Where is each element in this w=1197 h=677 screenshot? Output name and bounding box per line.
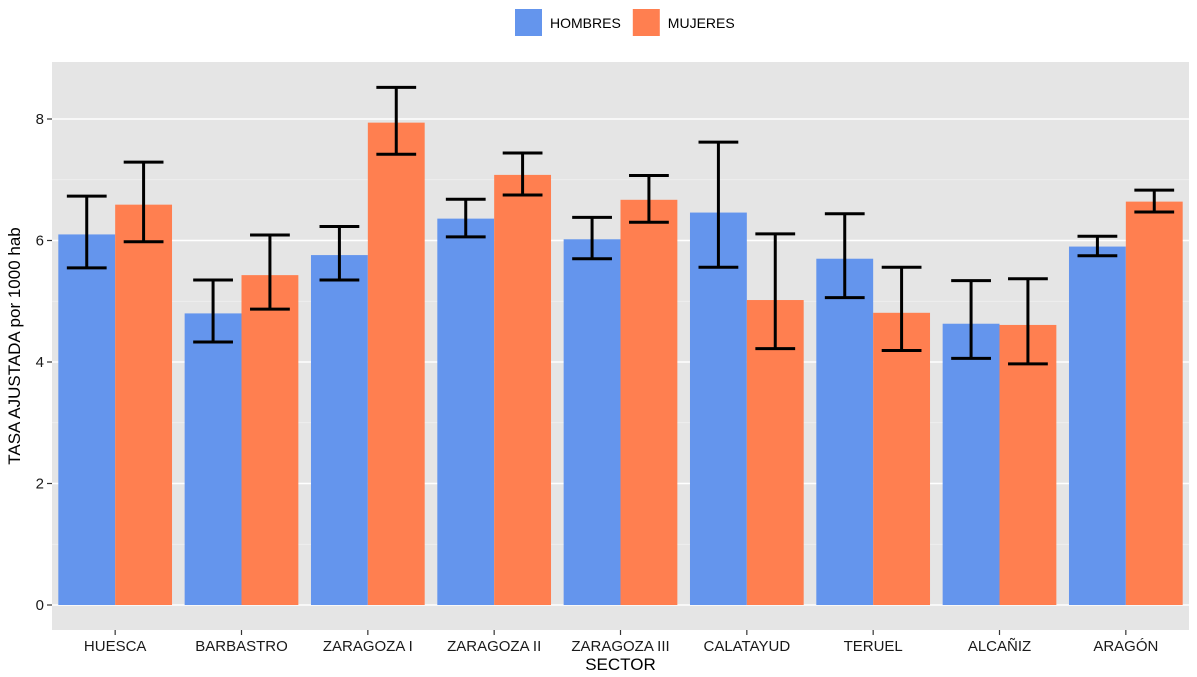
bar-hombres [310, 255, 368, 605]
bar-mujeres [746, 300, 804, 605]
error-bar [1008, 277, 1048, 366]
error-bar [755, 232, 796, 351]
bar-hombres [184, 313, 242, 605]
legend-key-hombres [515, 9, 542, 36]
error-bar [319, 225, 360, 282]
error-bar [1134, 188, 1175, 214]
y-tick-label: 8 [36, 111, 44, 128]
error-bar [1077, 234, 1118, 258]
error-bar [629, 173, 669, 224]
bar-mujeres [620, 199, 678, 606]
x-tick-label: ZARAGOZA III [571, 638, 669, 655]
x-tick-label: BARBASTRO [195, 638, 288, 655]
bar-hombres [942, 323, 1000, 605]
error-bar [502, 151, 543, 197]
error-bar [824, 212, 865, 300]
legend-key-mujeres [632, 9, 660, 36]
legend-item-mujeres: MUJERES [632, 9, 735, 36]
x-tick-label: ZARAGOZA I [323, 638, 413, 655]
bar-mujeres [241, 275, 299, 605]
bar-hombres [816, 258, 874, 605]
error-bars [66, 85, 1175, 366]
bar-hombres [437, 218, 495, 605]
legend-label: MUJERES [668, 15, 735, 31]
bars [58, 122, 1183, 606]
x-tick-label: ALCAÑIZ [968, 638, 1031, 655]
legend-label: HOMBRES [550, 15, 621, 31]
bar-mujeres [367, 122, 425, 606]
bar-hombres [1068, 246, 1126, 605]
error-bar [123, 160, 164, 244]
y-tick-label: 0 [36, 597, 44, 614]
error-bar [193, 278, 233, 344]
legend: HOMBRES MUJERES [515, 9, 735, 36]
y-axis-title: TASA AJUSTADA por 1000 hab [5, 227, 24, 465]
y-tick-label: 4 [36, 354, 44, 371]
bar-mujeres [1125, 201, 1183, 605]
legend-item-hombres: HOMBRES [515, 9, 621, 36]
error-bar [66, 194, 107, 270]
error-bar [376, 85, 417, 156]
y-tick-label: 6 [36, 233, 44, 250]
x-axis: HUESCA BARBASTRO ZARAGOZA I ZARAGOZA II ZARA… [84, 630, 1158, 655]
error-bar [698, 140, 739, 269]
bar-mujeres [873, 312, 931, 605]
x-tick-label: TERUEL [844, 638, 903, 655]
x-tick-label: ZARAGOZA II [447, 638, 541, 655]
y-tick-label: 2 [36, 476, 44, 493]
bar-hombres [563, 239, 621, 605]
x-tick-label: CALATAYUD [703, 638, 790, 655]
bar-mujeres [115, 204, 173, 605]
y-axis: 0 2 4 6 8 [36, 111, 52, 614]
x-axis-title: SECTOR [585, 655, 656, 674]
error-bar [445, 197, 486, 239]
error-bar [951, 279, 991, 360]
error-bar [881, 265, 922, 352]
bar-mujeres [494, 174, 552, 605]
error-bar [572, 215, 612, 261]
bar-hombres [58, 234, 116, 606]
x-tick-label: HUESCA [84, 638, 147, 655]
bar-mujeres [999, 324, 1057, 605]
x-tick-label: ARAGÓN [1093, 638, 1158, 655]
bar-hombres [689, 212, 747, 605]
error-bar [250, 233, 290, 311]
